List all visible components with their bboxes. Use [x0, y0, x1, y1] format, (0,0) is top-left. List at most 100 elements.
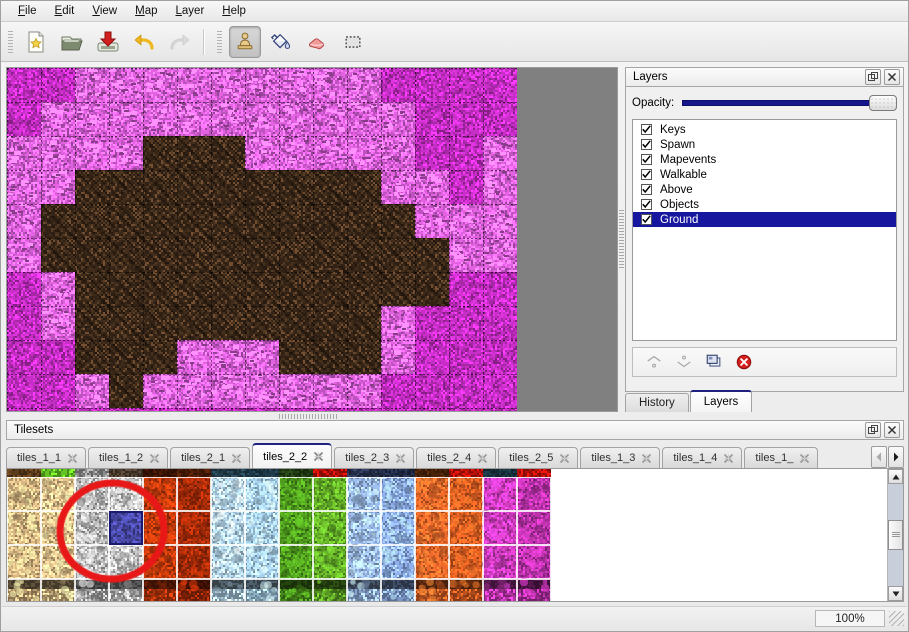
layer-visibility-checkbox[interactable] [641, 184, 652, 195]
layer-row[interactable]: Objects [633, 197, 896, 212]
tileset-tab-close-icon[interactable] [477, 453, 488, 464]
triangle-down-icon [892, 591, 899, 596]
opacity-slider[interactable] [682, 95, 898, 111]
map-canvas[interactable] [7, 68, 517, 411]
layer-row[interactable]: Above [633, 182, 896, 197]
layers-close-button[interactable] [884, 69, 900, 85]
layer-list[interactable]: Keys Spawn Mapevents Walkable Above Objects Gr… [632, 119, 897, 341]
stamp-brush-button[interactable] [229, 25, 261, 58]
bucket-fill-button[interactable] [265, 26, 297, 58]
checkmark-icon [642, 155, 651, 164]
redo-button[interactable] [164, 26, 196, 58]
menu-map[interactable]: Map [135, 5, 158, 17]
open-map-button[interactable] [56, 26, 88, 58]
rect-select-button[interactable] [337, 26, 369, 58]
triangle-up-icon [892, 474, 899, 479]
layer-visibility-checkbox[interactable] [641, 199, 652, 210]
new-map-button[interactable] [20, 26, 52, 58]
layer-visibility-checkbox[interactable] [641, 169, 652, 180]
lower-layer-button[interactable] [671, 349, 697, 375]
toolbar-drag-handle[interactable] [7, 28, 14, 55]
layers-float-button[interactable] [865, 69, 881, 85]
duplicate-layer-button[interactable] [701, 349, 727, 375]
zoom-level[interactable]: 100% [815, 610, 885, 627]
tileset-tab-close-icon[interactable] [799, 453, 810, 464]
layer-name: Objects [660, 198, 699, 211]
layer-visibility-checkbox[interactable] [641, 214, 652, 225]
dock-tab-history[interactable]: History [625, 393, 689, 412]
dock-tab-layers[interactable]: Layers [689, 390, 753, 412]
tileset-tab-tiles_1_[interactable]: tiles_1_ [744, 447, 819, 468]
resize-grip[interactable] [889, 611, 904, 626]
menu-edit[interactable]: Edit [54, 5, 75, 17]
tileset-tab-tiles_2_4[interactable]: tiles_2_4 [416, 447, 497, 468]
tileset-tab-tiles_2_1[interactable]: tiles_2_1 [170, 447, 251, 468]
raise-layer-button[interactable] [641, 349, 667, 375]
tileset-tab-close-icon[interactable] [231, 453, 242, 464]
scroll-down-button[interactable] [888, 586, 903, 601]
menu-view[interactable]: View [92, 5, 118, 17]
tileset-tab-tiles_2_5[interactable]: tiles_2_5 [498, 447, 579, 468]
opacity-slider-handle[interactable] [869, 95, 898, 111]
tileset-tab-label: tiles_2_5 [509, 452, 554, 464]
map-canvas-area[interactable] [6, 67, 618, 412]
layer-row[interactable]: Spawn [633, 137, 896, 152]
scrollbar-thumb[interactable] [888, 519, 903, 551]
tileset-tab-close-icon[interactable] [149, 453, 160, 464]
undo-button[interactable] [128, 26, 160, 58]
layer-row[interactable]: Keys [633, 122, 896, 137]
checkmark-icon [642, 125, 651, 134]
tileset-tabs-scroll-right[interactable] [888, 446, 904, 468]
tileset-tab-tiles_1_2[interactable]: tiles_1_2 [88, 447, 169, 468]
tileset-tab-close-icon[interactable] [395, 453, 406, 464]
tileset-tab-tiles_1_1[interactable]: tiles_1_1 [6, 447, 87, 468]
horizontal-splitter[interactable] [1, 413, 617, 420]
layer-visibility-checkbox[interactable] [641, 139, 652, 150]
vertical-splitter[interactable] [618, 67, 624, 412]
checkmark-icon [642, 170, 651, 179]
duplicate-layer-icon [706, 354, 721, 367]
tileset-tabs-scroll-left[interactable] [871, 446, 887, 468]
layer-name: Walkable [660, 168, 707, 181]
tileset-tab-label: tiles_2_2 [263, 450, 308, 463]
menu-file[interactable]: File [18, 5, 37, 17]
tileset-tab-tiles_1_4[interactable]: tiles_1_4 [662, 447, 743, 468]
layers-dock-body: Opacity: Keys Spawn Mapevents Walkable Above… [625, 87, 904, 392]
layer-visibility-checkbox[interactable] [641, 154, 652, 165]
tileset-tab-close-icon[interactable] [313, 451, 324, 462]
tileset-tab-tiles_2_2[interactable]: tiles_2_2 [252, 443, 333, 468]
layers-dock-title: Layers [633, 71, 668, 83]
tileset-tab-tiles_1_3[interactable]: tiles_1_3 [580, 447, 661, 468]
tileset-tab-close-icon[interactable] [641, 453, 652, 464]
tileset-tab-tiles_2_3[interactable]: tiles_2_3 [334, 447, 415, 468]
tileset-tab-label: tiles_2_1 [181, 452, 226, 464]
tileset-palette-view[interactable] [7, 469, 887, 601]
scrollbar-track[interactable] [888, 484, 903, 586]
tileset-tab-close-icon[interactable] [723, 453, 734, 464]
tileset-tab-close-icon[interactable] [67, 453, 78, 464]
tilesets-float-button[interactable] [865, 422, 881, 438]
tileset-tab-close-icon[interactable] [559, 453, 570, 464]
scroll-up-button[interactable] [888, 469, 903, 484]
tools-drag-handle[interactable] [216, 28, 223, 55]
menu-layer[interactable]: Layer [175, 5, 205, 17]
checkmark-icon [642, 185, 651, 194]
tileset-vertical-scrollbar[interactable] [887, 469, 903, 601]
tileset-tab-label: tiles_1_4 [673, 452, 718, 464]
save-map-button[interactable] [92, 26, 124, 58]
menu-help[interactable]: Help [222, 5, 246, 17]
eraser-button[interactable] [301, 26, 333, 58]
delete-layer-button[interactable] [731, 349, 757, 375]
opacity-row: Opacity: [632, 93, 898, 113]
tilesets-close-button[interactable] [884, 422, 900, 438]
layer-row[interactable]: Walkable [633, 167, 896, 182]
layer-row[interactable]: Mapevents [633, 152, 896, 167]
layer-visibility-checkbox[interactable] [641, 124, 652, 135]
layer-row[interactable]: Ground [633, 212, 896, 227]
menu-mnemonic: L [175, 5, 182, 17]
layer-name: Above [660, 183, 693, 196]
tileset-palette-canvas[interactable] [7, 469, 551, 601]
tileset-tab-label: tiles_1_2 [99, 452, 144, 464]
chevron-left-icon [876, 452, 881, 462]
